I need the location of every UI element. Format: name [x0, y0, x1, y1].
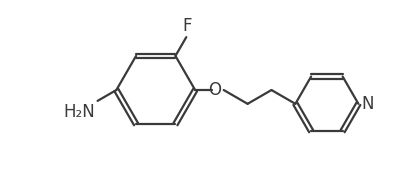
- Text: F: F: [182, 17, 191, 35]
- Text: N: N: [360, 95, 373, 113]
- Text: O: O: [208, 81, 221, 99]
- Text: H₂N: H₂N: [64, 103, 95, 121]
